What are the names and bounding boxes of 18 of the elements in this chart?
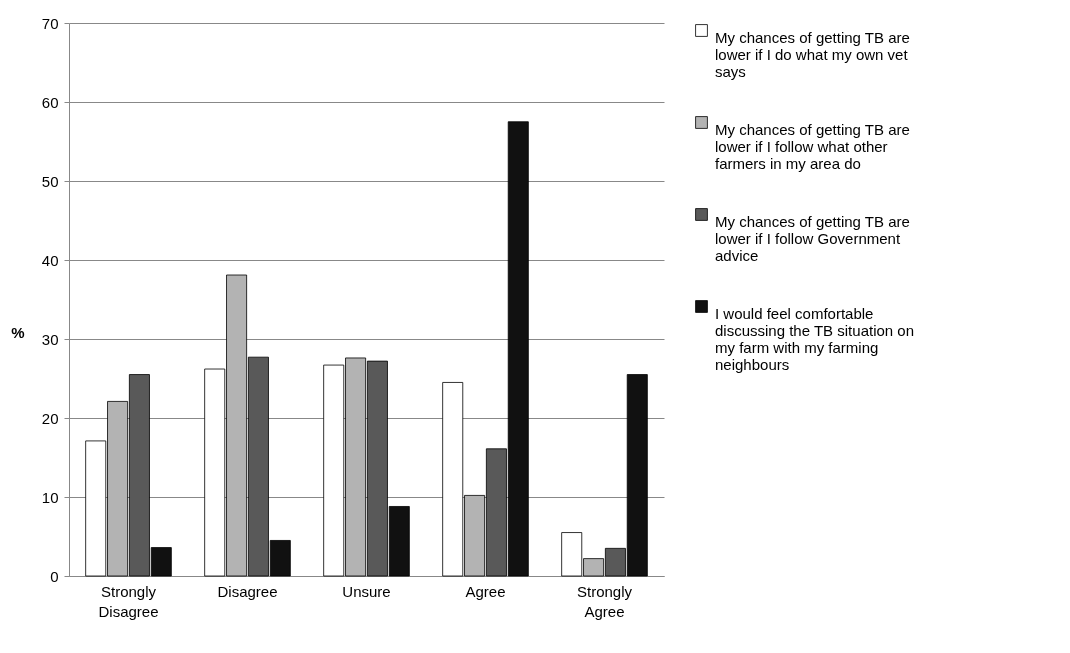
y-axis-title: % (11, 324, 25, 342)
y-tick-label: 0 (50, 567, 59, 585)
x-tick-label: Unsure (342, 582, 391, 600)
x-tick-label: Disagree (217, 582, 278, 600)
y-tick-label: 40 (41, 251, 59, 269)
x-tick-label: Agree (465, 582, 506, 600)
legend-label: My chances of getting TB are lower if I follow Government advice (715, 212, 910, 264)
y-tick-label: 70 (41, 14, 59, 32)
y-tick-label: 10 (41, 488, 59, 506)
legend-label: My chances of getting TB are lower if I follow what other farmers in my area do (715, 120, 910, 172)
y-tick-label: 50 (41, 172, 59, 190)
y-tick-label: 20 (41, 409, 59, 427)
x-tick-label: Strongly Agree (576, 582, 633, 620)
y-tick-label: 60 (41, 93, 59, 111)
legend-label: My chances of getting TB are lower if I do what my own vet says (715, 28, 910, 80)
x-tick-label: Strongly Disagree (98, 582, 159, 620)
y-tick-label: 30 (41, 330, 59, 348)
legend-label: I would feel comfortable discussing the TB situation on my farm with my farming neighbours (715, 304, 915, 373)
